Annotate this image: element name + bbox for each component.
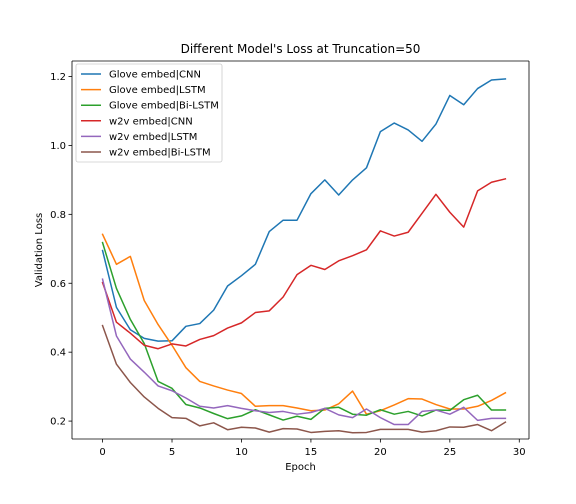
y-tick-label: 1.0 xyxy=(50,141,66,152)
legend-items: Glove embed|CNN Glove embed|LSTM Glove emb… xyxy=(81,70,219,159)
y-tick-label: 0.4 xyxy=(50,348,66,359)
series-layer xyxy=(101,78,507,434)
x-tick-label: 30 xyxy=(513,447,526,458)
x-tick-label: 25 xyxy=(443,447,456,458)
legend-label-0: Glove embed|CNN xyxy=(109,70,201,81)
series-line-4 xyxy=(101,278,507,426)
series-line-5 xyxy=(101,324,507,434)
x-tick-label: 0 xyxy=(99,447,105,458)
y-tick-label: 0.2 xyxy=(50,417,66,428)
x-tick-label: 5 xyxy=(169,447,175,458)
legend-label-3: w2v embed|CNN xyxy=(109,116,193,127)
series-line-3 xyxy=(101,177,507,350)
x-axis-label: Epoch xyxy=(285,462,316,473)
chart-title: Different Model's Loss at Truncation=50 xyxy=(181,42,421,56)
legend-label-1: Glove embed|LSTM xyxy=(109,85,206,96)
y-tick-label: 1.2 xyxy=(50,72,66,83)
x-tick-label: 20 xyxy=(374,447,387,458)
y-tick-label: 0.8 xyxy=(50,210,66,221)
legend-label-2: Glove embed|Bi-LSTM xyxy=(109,101,219,112)
y-tick-label: 0.6 xyxy=(50,279,66,290)
series-line-1 xyxy=(101,233,507,415)
legend-label-5: w2v embed|Bi-LSTM xyxy=(109,148,211,159)
legend: Glove embed|CNN Glove embed|LSTM Glove emb… xyxy=(75,63,223,163)
x-tick-label: 10 xyxy=(235,447,248,458)
x-ticks: 0 5 10 15 20 25 30 xyxy=(99,439,526,458)
legend-frame xyxy=(75,63,223,163)
y-ticks: 0.2 0.4 0.6 0.8 1.0 1.2 xyxy=(50,72,72,428)
y-axis-label: Validation Loss xyxy=(34,213,45,288)
x-tick-label: 15 xyxy=(305,447,318,458)
legend-label-4: w2v embed|LSTM xyxy=(109,132,197,143)
axes-layer xyxy=(71,60,530,440)
